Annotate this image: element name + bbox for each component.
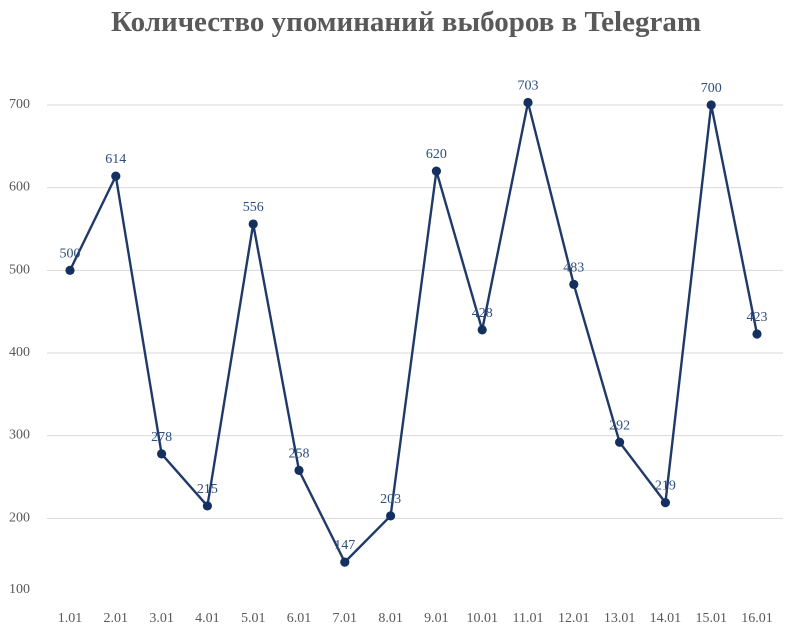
gridlines [47,104,783,519]
data-label: 700 [701,81,722,96]
data-point [340,557,350,567]
x-tick-label: 9.01 [424,611,449,626]
data-point [157,449,167,459]
data-point [523,97,533,108]
data-point [202,501,212,511]
x-tick-label: 12.01 [558,611,590,626]
data-label: 215 [197,482,218,497]
data-point [111,171,121,181]
data-label: 278 [151,430,172,445]
x-tick-label: 2.01 [104,611,129,626]
data-markers [65,97,762,567]
data-point [615,437,625,447]
data-labels: 500 614 278 215 556 258 147 203 620 428 703 483 292 2… [60,79,768,554]
y-tick-label: 600 [9,180,30,195]
data-label: 428 [472,306,493,321]
chart-title: Количество упоминаний выборов в Telegram [111,6,701,38]
series-polyline [68,101,759,564]
data-point [248,219,258,229]
y-axis-ticks: 100 200 300 400 500 600 700 [9,97,30,597]
y-tick-label: 500 [9,262,30,277]
x-tick-label: 7.01 [333,611,358,626]
data-label: 258 [289,446,310,461]
data-point [706,100,716,110]
data-point [660,498,671,508]
data-point [386,511,396,521]
x-tick-label: 13.01 [604,611,636,626]
x-tick-label: 1.01 [58,611,83,626]
data-point [65,265,75,275]
data-label: 614 [105,152,126,167]
y-tick-label: 400 [9,345,30,360]
data-point [569,279,579,289]
data-label: 703 [518,79,539,94]
y-tick-label: 700 [9,97,30,112]
y-tick-label: 200 [9,510,30,525]
data-label: 423 [747,310,768,325]
data-label: 483 [563,260,584,275]
x-tick-label: 8.01 [378,611,403,626]
data-label: 147 [334,538,355,553]
x-axis-ticks: 1.01 2.01 3.01 4.01 5.01 6.01 7.01 8.01 9.01 10.0… [58,611,773,626]
series-line [68,101,759,564]
x-tick-label: 3.01 [149,611,174,626]
data-label: 292 [609,418,630,433]
x-tick-label: 6.01 [287,611,312,626]
x-tick-label: 4.01 [195,611,220,626]
x-tick-label: 10.01 [466,611,498,626]
x-tick-label: 16.01 [741,611,773,626]
y-tick-label: 100 [9,582,30,597]
data-point [477,325,487,335]
data-label: 203 [380,492,401,507]
data-label: 620 [426,147,447,162]
data-point [431,166,441,176]
data-label: 500 [60,246,81,261]
data-label: 219 [655,479,676,494]
x-tick-label: 14.01 [650,611,682,626]
x-tick-label: 15.01 [695,611,727,626]
x-tick-label: 5.01 [241,611,266,626]
data-label: 556 [243,200,264,215]
data-point [294,465,304,475]
y-tick-label: 300 [9,428,30,443]
data-point [752,329,762,339]
x-tick-label: 11.01 [513,611,544,626]
